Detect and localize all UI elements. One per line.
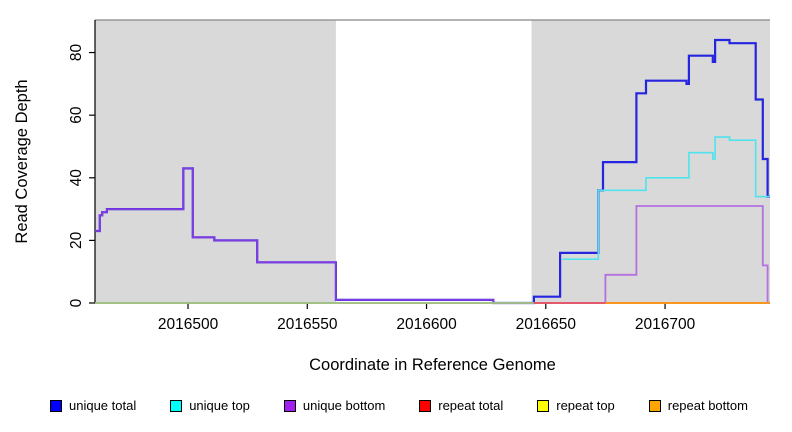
legend-item-repeat-total: repeat total <box>419 398 503 413</box>
legend-label: unique total <box>69 398 137 413</box>
legend-swatch-icon <box>419 399 432 412</box>
y-tick-label: 60 <box>68 106 85 124</box>
legend-item-unique-total: unique total <box>50 398 136 413</box>
legend-swatch-icon <box>170 399 183 412</box>
x-tick-label: 2016500 <box>158 316 219 333</box>
legend-swatch-icon <box>50 399 62 412</box>
y-tick-label: 20 <box>68 231 85 249</box>
series-unique-top <box>562 136 770 260</box>
legend-item-repeat-top: repeat top <box>537 398 615 413</box>
y-tick-label: 80 <box>68 44 85 62</box>
y-tick-label: 0 <box>68 298 85 307</box>
legend-swatch-icon <box>283 399 296 412</box>
legend-item-unique-top: unique top <box>170 398 250 413</box>
legend-label: repeat top <box>556 398 615 413</box>
legend-item-repeat-bottom: repeat bottom <box>648 398 748 413</box>
x-tick-label: 2016700 <box>635 316 696 333</box>
series-unique-bottom <box>95 167 770 304</box>
legend-label: unique bottom <box>302 398 386 413</box>
x-tick-label: 2016550 <box>277 316 338 333</box>
legend-label: repeat bottom <box>667 398 748 413</box>
x-tick-label: 2016600 <box>396 316 457 333</box>
shaded-region <box>95 20 336 303</box>
legend-swatch-icon <box>648 399 661 412</box>
legend-swatch-icon <box>537 399 550 412</box>
x-tick-label: 2016650 <box>516 316 577 333</box>
x-axis-label: Coordinate in Reference Genome <box>309 356 556 374</box>
legend-label: unique top <box>189 398 250 413</box>
shaded-region <box>531 20 770 303</box>
y-axis-label: Read Coverage Depth <box>13 79 31 243</box>
y-tick-label: 40 <box>68 169 85 187</box>
legend-label: repeat total <box>438 398 504 413</box>
chart-legend: unique total unique top unique bottom repea… <box>0 398 792 413</box>
legend-item-unique-bottom: unique bottom <box>283 398 386 413</box>
